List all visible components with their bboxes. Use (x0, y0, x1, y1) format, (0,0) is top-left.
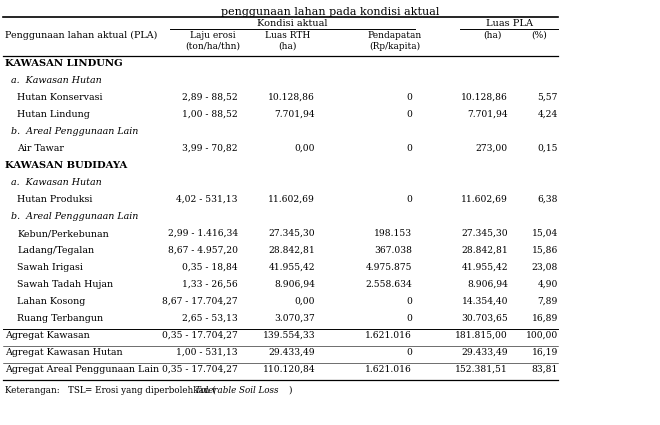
Text: Hutan Produksi: Hutan Produksi (17, 195, 92, 204)
Text: Agregat Kawasan Hutan: Agregat Kawasan Hutan (5, 348, 123, 357)
Text: Kondisi aktual: Kondisi aktual (257, 19, 328, 28)
Text: 28.842,81: 28.842,81 (461, 246, 508, 255)
Text: 3,99 - 70,82: 3,99 - 70,82 (182, 144, 238, 153)
Text: 0: 0 (406, 348, 412, 357)
Text: 0,35 - 18,84: 0,35 - 18,84 (182, 263, 238, 272)
Text: 1.621.016: 1.621.016 (365, 365, 412, 374)
Text: 10.128,86: 10.128,86 (461, 93, 508, 102)
Text: Penggunaan lahan aktual (PLA): Penggunaan lahan aktual (PLA) (5, 31, 157, 40)
Text: 0,00: 0,00 (294, 144, 315, 153)
Text: 0: 0 (406, 110, 412, 119)
Text: 1,00 - 531,13: 1,00 - 531,13 (176, 348, 238, 357)
Text: Air Tawar: Air Tawar (17, 144, 64, 153)
Text: Kebun/Perkebunan: Kebun/Perkebunan (17, 229, 109, 238)
Text: 0,35 - 17.704,27: 0,35 - 17.704,27 (162, 365, 238, 374)
Text: 4.975.875: 4.975.875 (366, 263, 412, 272)
Text: 0,15: 0,15 (537, 144, 558, 153)
Text: Hutan Konservasi: Hutan Konservasi (17, 93, 102, 102)
Text: Lahan Kosong: Lahan Kosong (17, 297, 85, 306)
Text: 0,00: 0,00 (294, 297, 315, 306)
Text: Hutan Lindung: Hutan Lindung (17, 110, 90, 119)
Text: Tolerable Soil Loss: Tolerable Soil Loss (195, 386, 279, 395)
Text: 5,57: 5,57 (538, 93, 558, 102)
Text: 41.955,42: 41.955,42 (461, 263, 508, 272)
Text: 83,81: 83,81 (531, 365, 558, 374)
Text: Laju erosi
(ton/ha/thn): Laju erosi (ton/ha/thn) (185, 31, 240, 51)
Text: 1,00 - 88,52: 1,00 - 88,52 (182, 110, 238, 119)
Text: 6,38: 6,38 (537, 195, 558, 204)
Text: a.  Kawasan Hutan: a. Kawasan Hutan (11, 178, 102, 187)
Text: 2.558.634: 2.558.634 (365, 280, 412, 289)
Text: 15,86: 15,86 (531, 246, 558, 255)
Text: 8.906,94: 8.906,94 (467, 280, 508, 289)
Text: a.  Kawasan Hutan: a. Kawasan Hutan (11, 76, 102, 85)
Text: 1.621.016: 1.621.016 (365, 331, 412, 340)
Text: 29.433,49: 29.433,49 (461, 348, 508, 357)
Text: Luas RTH
(ha): Luas RTH (ha) (265, 31, 310, 51)
Text: 28.842,81: 28.842,81 (268, 246, 315, 255)
Text: 2,99 - 1.416,34: 2,99 - 1.416,34 (168, 229, 238, 238)
Text: Agregat Areal Penggunaan Lain: Agregat Areal Penggunaan Lain (5, 365, 159, 374)
Text: ): ) (288, 386, 292, 395)
Text: 7.701,94: 7.701,94 (275, 110, 315, 119)
Text: 3.070,37: 3.070,37 (275, 314, 315, 323)
Text: Ladang/Tegalan: Ladang/Tegalan (17, 246, 94, 255)
Text: 4,02 - 531,13: 4,02 - 531,13 (176, 195, 238, 204)
Text: b.  Areal Penggunaan Lain: b. Areal Penggunaan Lain (11, 127, 139, 136)
Text: 2,89 - 88,52: 2,89 - 88,52 (182, 93, 238, 102)
Text: 0,35 - 17.704,27: 0,35 - 17.704,27 (162, 331, 238, 340)
Text: 100,00: 100,00 (526, 331, 558, 340)
Text: 181.815,00: 181.815,00 (455, 331, 508, 340)
Text: 27.345,30: 27.345,30 (269, 229, 315, 238)
Text: 1,33 - 26,56: 1,33 - 26,56 (182, 280, 238, 289)
Text: 8,67 - 17.704,27: 8,67 - 17.704,27 (162, 297, 238, 306)
Text: Keterangan:   TSL: Keterangan: TSL (5, 386, 86, 395)
Text: 2,65 - 53,13: 2,65 - 53,13 (182, 314, 238, 323)
Text: KAWASAN LINDUNG: KAWASAN LINDUNG (5, 59, 123, 68)
Text: 29.433,49: 29.433,49 (269, 348, 315, 357)
Text: 4,24: 4,24 (538, 110, 558, 119)
Text: = Erosi yang diperbolehkan (: = Erosi yang diperbolehkan ( (85, 386, 216, 395)
Text: Pendapatan
(Rp/kapita): Pendapatan (Rp/kapita) (368, 31, 422, 51)
Text: 4,90: 4,90 (538, 280, 558, 289)
Text: Ruang Terbangun: Ruang Terbangun (17, 314, 103, 323)
Text: 7.701,94: 7.701,94 (467, 110, 508, 119)
Text: 139.554,33: 139.554,33 (263, 331, 315, 340)
Text: penggunaan lahan pada kondisi aktual: penggunaan lahan pada kondisi aktual (221, 7, 439, 17)
Text: b.  Areal Penggunaan Lain: b. Areal Penggunaan Lain (11, 212, 139, 221)
Text: 30.703,65: 30.703,65 (461, 314, 508, 323)
Text: 0: 0 (406, 297, 412, 306)
Text: 0: 0 (406, 144, 412, 153)
Text: 273,00: 273,00 (476, 144, 508, 153)
Text: 0: 0 (406, 314, 412, 323)
Text: 16,19: 16,19 (531, 348, 558, 357)
Text: Sawah Irigasi: Sawah Irigasi (17, 263, 83, 272)
Text: 10.128,86: 10.128,86 (268, 93, 315, 102)
Text: 11.602,69: 11.602,69 (268, 195, 315, 204)
Text: Luas PLA: Luas PLA (486, 19, 533, 28)
Text: 7,89: 7,89 (538, 297, 558, 306)
Text: (%): (%) (531, 31, 547, 40)
Text: 15,04: 15,04 (532, 229, 558, 238)
Text: 198.153: 198.153 (374, 229, 412, 238)
Text: 16,89: 16,89 (531, 314, 558, 323)
Text: 11.602,69: 11.602,69 (461, 195, 508, 204)
Text: 14.354,40: 14.354,40 (461, 297, 508, 306)
Text: 27.345,30: 27.345,30 (461, 229, 508, 238)
Text: 110.120,84: 110.120,84 (263, 365, 315, 374)
Text: 0: 0 (406, 93, 412, 102)
Text: Agregat Kawasan: Agregat Kawasan (5, 331, 90, 340)
Text: 0: 0 (406, 195, 412, 204)
Text: 8,67 - 4.957,20: 8,67 - 4.957,20 (168, 246, 238, 255)
Text: 152.381,51: 152.381,51 (455, 365, 508, 374)
Text: (ha): (ha) (483, 31, 502, 40)
Text: 367.038: 367.038 (374, 246, 412, 255)
Text: 23,08: 23,08 (531, 263, 558, 272)
Text: KAWASAN BUDIDAYA: KAWASAN BUDIDAYA (5, 161, 127, 170)
Text: 41.955,42: 41.955,42 (269, 263, 315, 272)
Text: Sawah Tadah Hujan: Sawah Tadah Hujan (17, 280, 113, 289)
Text: 8.906,94: 8.906,94 (274, 280, 315, 289)
